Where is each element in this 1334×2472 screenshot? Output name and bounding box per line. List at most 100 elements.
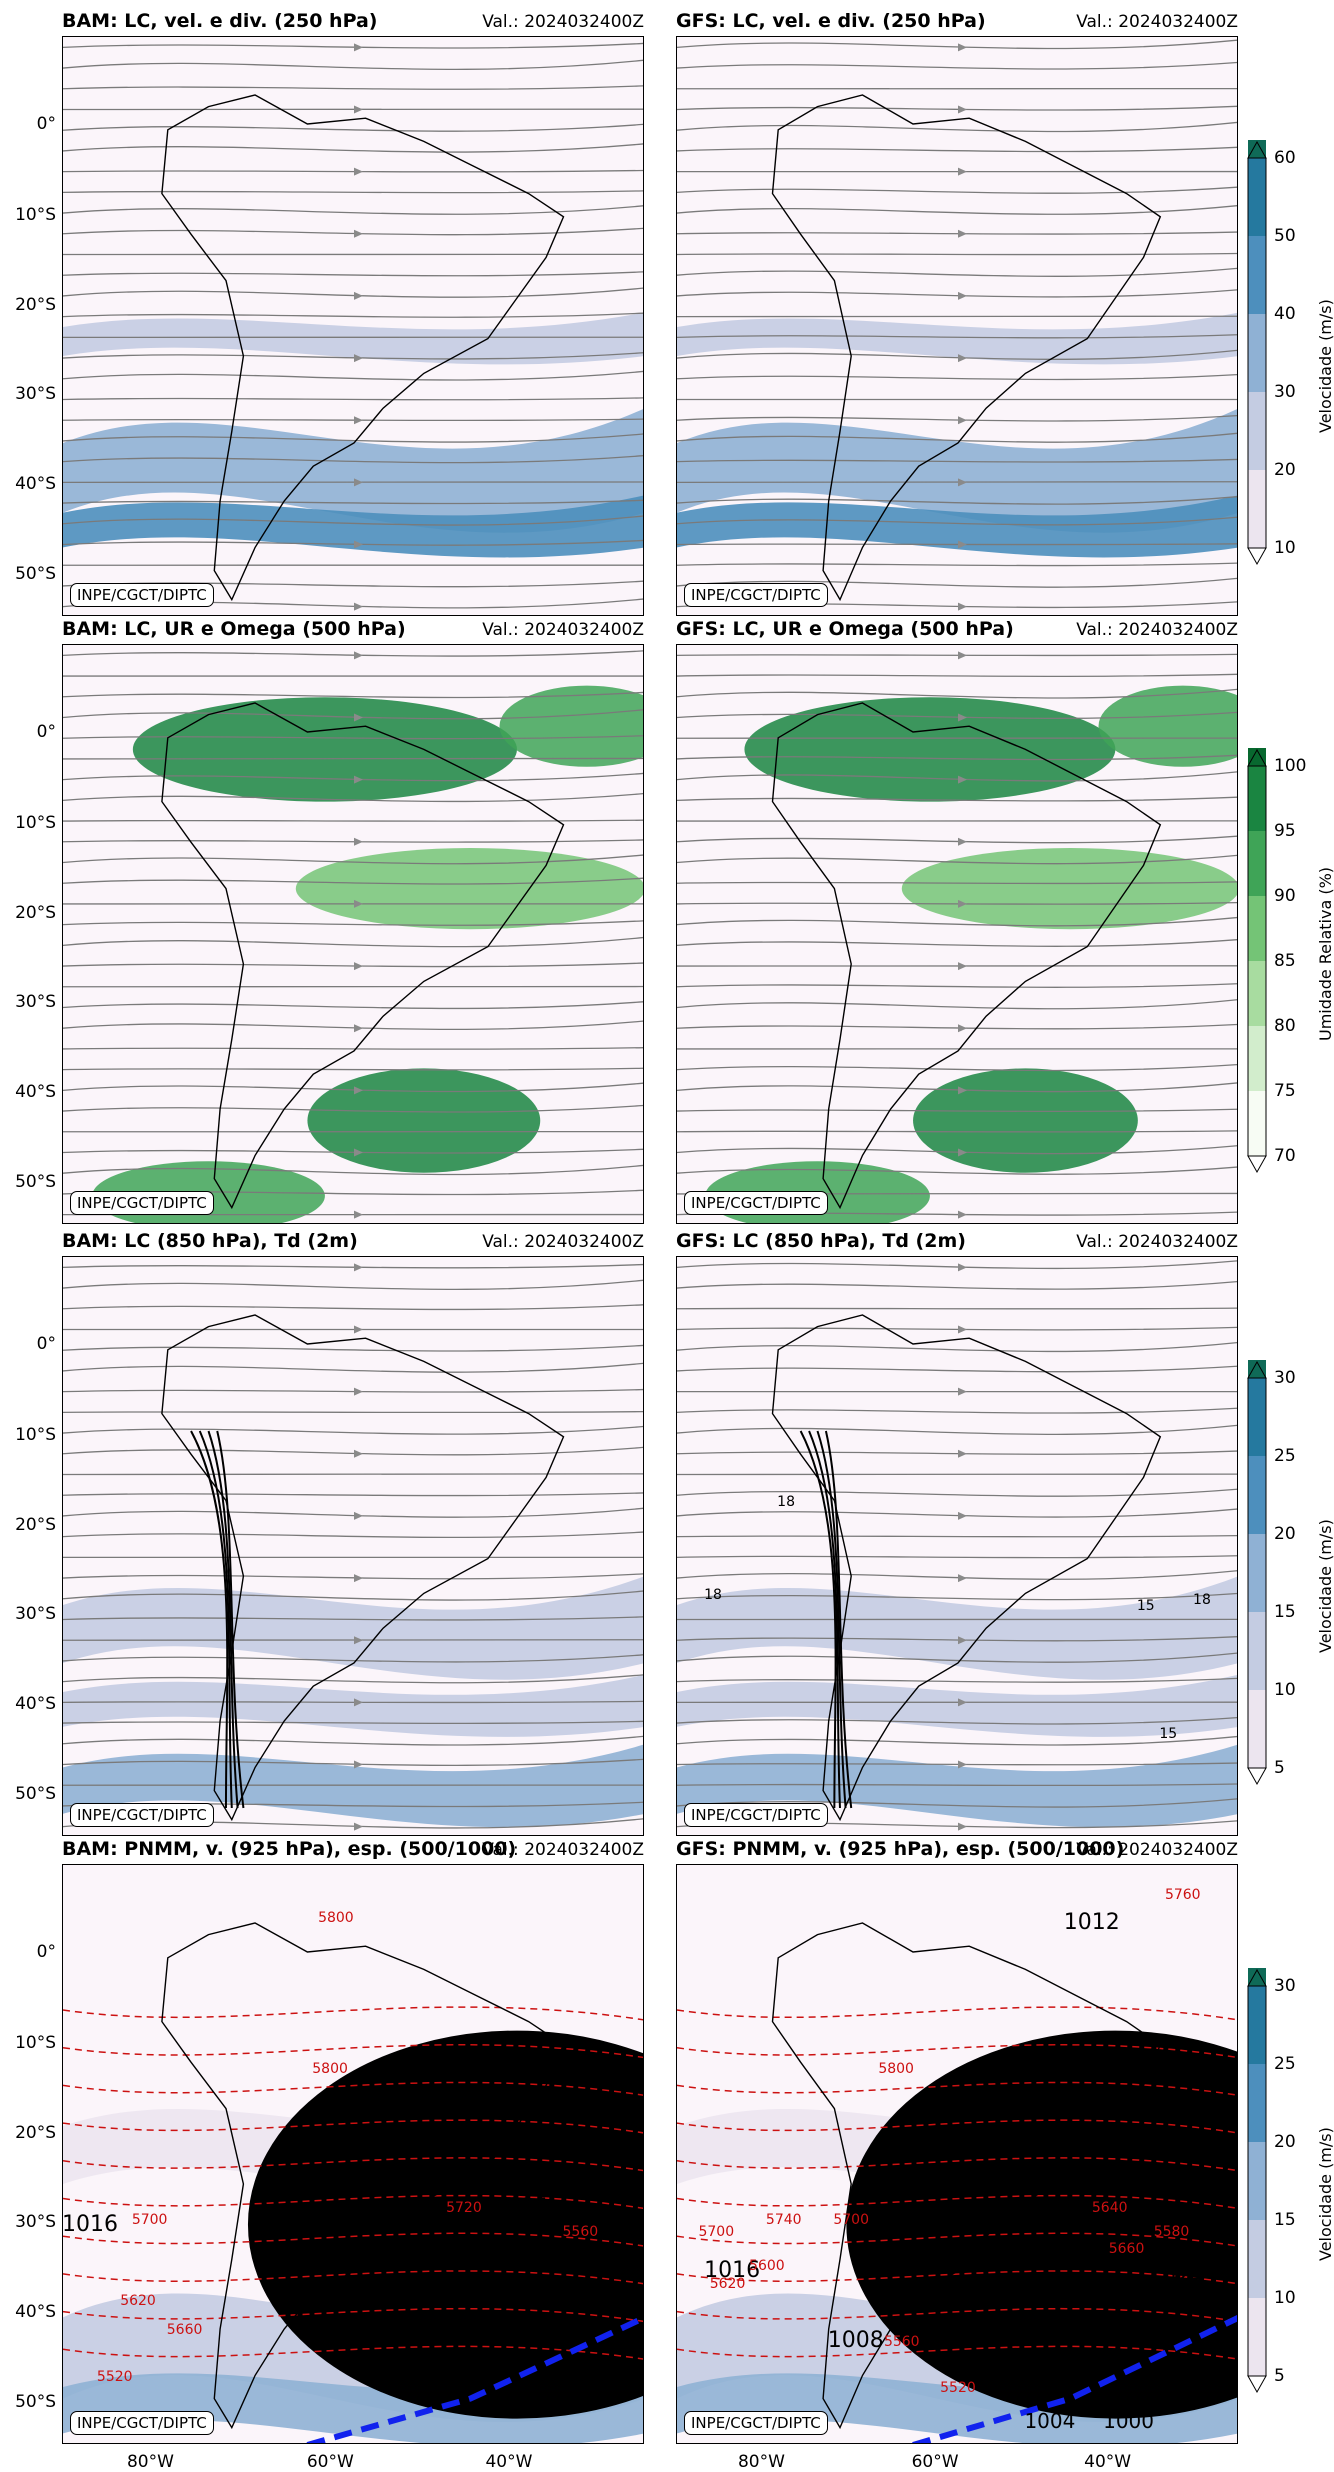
latitude-tick-label: 20°S (15, 294, 56, 315)
coastline (161, 1314, 565, 1822)
stream-arrow (958, 899, 967, 908)
colorbar-tick-label: 20 (1274, 1524, 1296, 1544)
stream-arrow (354, 105, 363, 114)
stream-arrow (354, 291, 363, 300)
terrain-contour (207, 1430, 239, 1809)
colorbar-tick-label: 20 (1274, 2132, 1296, 2152)
stream-arrow (354, 602, 363, 611)
stream-arrow (354, 229, 363, 238)
credit-box: INPE/CGCT/DIPTC (684, 1191, 828, 1215)
map-graphics (63, 1922, 643, 2443)
coastline (771, 1922, 1162, 2430)
latitude-tick-label: 30°S (15, 992, 56, 1013)
stream-arrow (958, 962, 967, 971)
panel-title: BAM: LC, UR e Omega (500 hPa) (62, 618, 406, 640)
humidity-area (307, 1068, 541, 1173)
valid-time: Val.: 2024032400Z (482, 12, 644, 32)
map-area: INPE/CGCT/DIPTC (676, 36, 1238, 616)
colorbar-segment (1248, 896, 1266, 961)
contour-label: 5700 (698, 2223, 735, 2240)
coastline (161, 702, 565, 1210)
stream-arrow (354, 43, 363, 52)
colorbar-graphic (1247, 1360, 1267, 1786)
stream-arrow (354, 775, 363, 784)
contour-label: 1016 (704, 2258, 761, 2284)
contour-label: 1012 (861, 2171, 918, 2197)
colorbar-segment (1248, 470, 1266, 548)
cold-front (912, 2315, 1237, 2443)
humidity-area (1098, 685, 1237, 767)
stream-arrow (958, 43, 967, 52)
stream-arrow (354, 1325, 363, 1334)
stream-arrow (958, 1325, 967, 1334)
streamlines (677, 39, 1237, 611)
wind-speed-band (63, 409, 643, 533)
contour-label: 15 (1136, 1598, 1155, 1615)
valid-time: Val.: 2024032400Z (1076, 620, 1238, 640)
stream-arrow (958, 1387, 967, 1396)
longitude-tick-label: 60°W (911, 2452, 959, 2472)
colorbar-tick-label: 90 (1274, 886, 1296, 906)
colorbar-tick-label: 70 (1274, 1146, 1296, 1166)
panel-title: GFS: LC, vel. e div. (250 hPa) (676, 10, 986, 32)
colorbar-segment (1248, 2064, 1266, 2142)
contour-label: 5700 (833, 2212, 869, 2228)
credit-box: INPE/CGCT/DIPTC (684, 583, 828, 607)
panel-title: GFS: PNMM, v. (925 hPa), esp. (500/1000) (676, 1838, 1125, 1860)
panel-title: BAM: LC, vel. e div. (250 hPa) (62, 10, 378, 32)
longitude-tick-label: 80°W (737, 2452, 785, 2472)
colorbar-tick-label: 100 (1274, 756, 1307, 776)
coastline (161, 94, 565, 602)
stream-arrow (958, 602, 967, 611)
stream-arrow (354, 899, 363, 908)
thickness-contour (677, 2081, 1237, 2096)
map-area: INPE/CGCT/DIPTC (62, 644, 644, 1224)
contour-label: 5800 (312, 2061, 348, 2078)
colorbar-segment (1248, 1612, 1266, 1690)
latitude-tick-label: 20°S (15, 902, 56, 923)
colorbar-frame (1247, 765, 1267, 1157)
colorbar-tick-label: 95 (1274, 821, 1296, 841)
wind-speed-band (677, 1576, 1237, 1680)
contour-label: 5720 (446, 2200, 482, 2217)
latitude-tick-label: 10°S (15, 1424, 56, 1445)
thickness-contour (63, 2044, 643, 2059)
stream-arrow (354, 1263, 363, 1272)
thickness-contour (677, 2232, 1237, 2247)
colorbar-segment (1248, 2142, 1266, 2220)
colorbar-extend-bottom (1247, 1155, 1267, 1174)
latitude-tick-label: 0° (36, 114, 56, 135)
contour-label: 1004 (1024, 2409, 1076, 2434)
contour-label: 5600 (749, 2258, 785, 2275)
colorbar-tick-label: 20 (1274, 460, 1296, 480)
thickness-contour (63, 2232, 643, 2247)
latitude-tick-label: 10°S (15, 2032, 56, 2053)
panel-title: GFS: LC, UR e Omega (500 hPa) (676, 618, 1014, 640)
credit-box: INPE/CGCT/DIPTC (70, 1803, 214, 1827)
contour-label: 1008 (827, 2328, 884, 2353)
stream-arrow (958, 1148, 967, 1157)
valid-time: Val.: 2024032400Z (1076, 12, 1238, 32)
thickness-contour (63, 2345, 643, 2360)
stream-arrow (354, 1698, 363, 1707)
stream-arrow (958, 837, 967, 846)
colorbar-graphic (1247, 140, 1267, 566)
stream-arrow (958, 167, 967, 176)
streamlines (63, 1263, 643, 1831)
contour-label: 1012 (900, 2281, 957, 2307)
contour-label: 5640 (1091, 2200, 1128, 2217)
wind-speed-band (63, 1576, 643, 1680)
coastline (771, 94, 1162, 602)
valid-time: Val.: 2024032400Z (1076, 1840, 1238, 1860)
valid-time: Val.: 2024032400Z (1076, 1232, 1238, 1252)
latitude-tick-label: 50°S (15, 564, 56, 585)
stream-arrow (958, 1698, 967, 1707)
latitude-tick-label: 10°S (15, 812, 56, 833)
stream-arrow (958, 713, 967, 722)
latitude-tick-label: 10°S (15, 204, 56, 225)
cold-front (306, 2315, 643, 2443)
colorbar-segment (1248, 158, 1266, 236)
colorbar-tick-label: 25 (1274, 2054, 1296, 2074)
map-graphics (677, 1260, 1237, 1831)
stream-arrow (958, 1760, 967, 1769)
